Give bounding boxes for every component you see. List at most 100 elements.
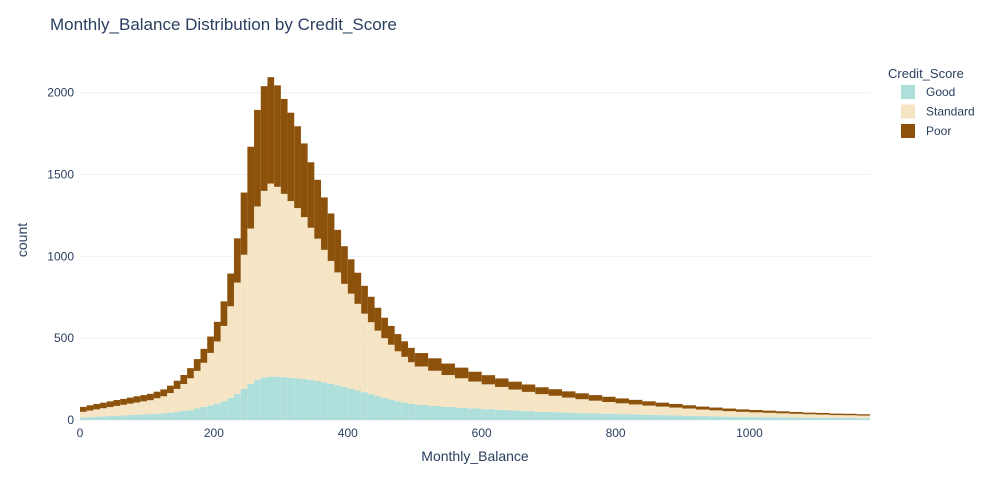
bar <box>100 408 107 417</box>
bar <box>535 387 549 395</box>
bar <box>789 413 804 418</box>
bar <box>803 414 817 418</box>
bar <box>387 399 395 420</box>
y-tick-label: 0 <box>67 413 74 427</box>
bar <box>588 395 603 401</box>
bar <box>408 362 415 404</box>
bar <box>247 228 255 384</box>
bar <box>361 285 368 314</box>
bar <box>307 379 315 420</box>
y-axis-title: count <box>14 223 30 257</box>
bar <box>354 303 362 391</box>
bar <box>126 415 134 420</box>
bar <box>367 394 375 420</box>
bar <box>655 402 670 407</box>
bar <box>126 403 134 416</box>
bar <box>93 409 101 417</box>
bar <box>120 415 127 420</box>
bar <box>401 341 409 357</box>
bar <box>441 406 455 420</box>
bar <box>327 213 335 261</box>
bar <box>120 398 127 405</box>
bar <box>106 407 114 417</box>
x-tick-label: 800 <box>606 426 626 440</box>
bar <box>682 405 696 409</box>
bar <box>535 411 549 420</box>
bar <box>254 206 261 380</box>
legend-swatch <box>901 104 915 119</box>
bar <box>200 406 208 420</box>
bar <box>354 272 362 304</box>
x-axis-title: Monthly_Balance <box>421 448 529 464</box>
bar <box>749 412 763 418</box>
bar <box>441 375 455 407</box>
bar <box>535 394 549 412</box>
bar <box>140 395 147 402</box>
bar <box>816 412 830 415</box>
bar <box>588 413 603 420</box>
bar <box>180 411 188 420</box>
bar <box>642 401 656 406</box>
bar <box>655 415 670 420</box>
bar <box>153 413 161 420</box>
bar <box>193 408 201 420</box>
bar <box>628 414 643 420</box>
bar <box>294 378 301 420</box>
bar <box>126 397 134 404</box>
bar <box>173 388 181 412</box>
bar <box>354 390 362 420</box>
bar <box>722 416 737 420</box>
bar <box>628 404 643 415</box>
bar <box>381 338 388 398</box>
legend-item-good[interactable]: Good <box>901 85 955 99</box>
bar <box>300 143 308 218</box>
legend-item-poor[interactable]: Poor <box>901 124 951 138</box>
bar <box>408 347 415 363</box>
bar <box>562 412 576 420</box>
bar <box>140 414 147 420</box>
bar <box>207 405 214 420</box>
bar <box>588 400 603 414</box>
legend[interactable]: Credit_Score Good Standard Poor <box>888 66 975 138</box>
bar <box>709 410 723 417</box>
bar <box>193 370 201 409</box>
bar <box>80 417 87 420</box>
bar <box>100 416 107 420</box>
x-tick-label: 400 <box>338 426 358 440</box>
bar <box>387 344 395 400</box>
bar <box>254 109 261 207</box>
bar <box>220 301 228 326</box>
bar <box>521 391 536 412</box>
bar <box>602 396 616 402</box>
bar <box>508 389 522 411</box>
bar <box>428 405 442 420</box>
bar <box>233 282 241 394</box>
bar <box>274 186 281 377</box>
bar <box>227 397 234 420</box>
x-tick-label: 600 <box>472 426 492 440</box>
bar <box>220 401 228 420</box>
bar <box>695 409 710 417</box>
bar <box>334 385 342 420</box>
bar <box>193 359 201 371</box>
bar <box>374 396 382 420</box>
bar <box>160 396 168 414</box>
bar <box>240 192 248 255</box>
bars <box>80 77 870 420</box>
bar <box>454 367 469 379</box>
bar <box>113 405 121 416</box>
legend-item-standard[interactable]: Standard <box>901 104 975 119</box>
bar <box>173 411 181 420</box>
bar <box>187 410 194 420</box>
bar <box>367 296 375 323</box>
bar <box>100 402 107 409</box>
legend-title: Credit_Score <box>888 66 964 81</box>
bar <box>642 414 656 420</box>
bar <box>575 399 589 414</box>
bar <box>307 227 315 380</box>
bar <box>86 405 94 411</box>
bar <box>260 86 268 191</box>
bar <box>829 413 844 416</box>
bar <box>287 201 295 378</box>
legend-swatch <box>901 85 915 99</box>
